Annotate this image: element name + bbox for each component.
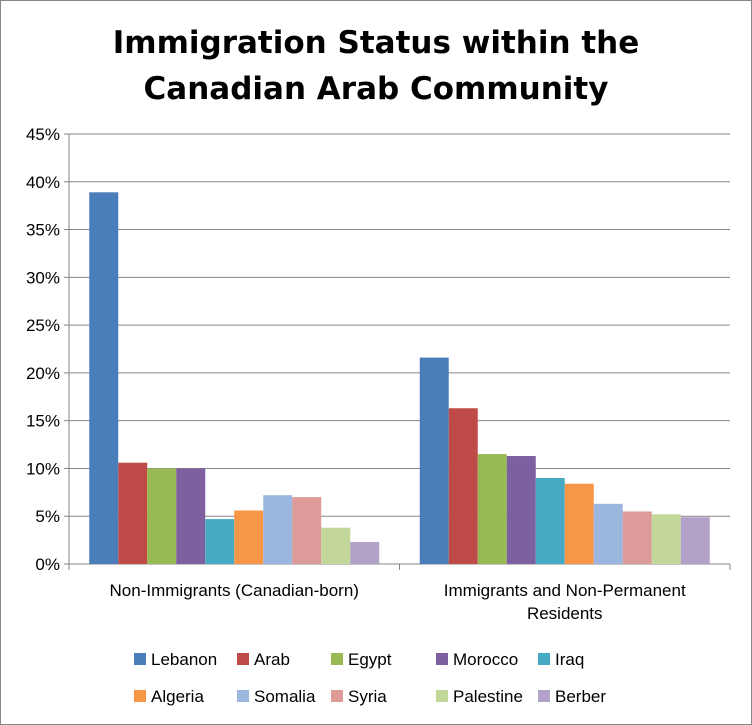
legend-swatch — [538, 690, 550, 702]
bar-lebanon-2 — [419, 357, 449, 564]
bar-algeria-2 — [564, 483, 594, 564]
bar-palestine-2 — [651, 514, 681, 564]
bar-palestine-1 — [321, 527, 351, 564]
legend-swatch — [436, 690, 448, 702]
legend-item-iraq: Iraq — [538, 650, 584, 669]
y-tick-label: 10% — [26, 459, 60, 478]
legend-swatch — [134, 653, 146, 665]
chart-title: Immigration Status within the Canadian A… — [113, 25, 640, 107]
legend-swatch — [331, 690, 343, 702]
bar-egypt-2 — [477, 454, 507, 564]
legend-swatch — [436, 653, 448, 665]
legend-label: Egypt — [348, 650, 392, 669]
y-tick-label: 15% — [26, 412, 60, 431]
y-tick-label: 35% — [26, 221, 60, 240]
legend-swatch — [134, 690, 146, 702]
y-axis-tick-labels: 0% 5% 10% 15% 20% 25% 30% 35% 40% 45% — [26, 125, 60, 574]
category-label: Immigrants and Non-Permanent — [444, 581, 686, 600]
y-tick-label: 25% — [26, 316, 60, 335]
bar-iraq-2 — [535, 478, 565, 564]
x-axis-category-labels: Non-Immigrants (Canadian-born) Immigrants… — [110, 581, 686, 623]
legend-label: Palestine — [453, 687, 523, 706]
bar-berber-1 — [350, 542, 380, 564]
legend-item-algeria: Algeria — [134, 687, 204, 706]
y-tick-label: 5% — [35, 507, 60, 526]
legend-label: Arab — [254, 650, 290, 669]
legend-swatch — [331, 653, 343, 665]
gridlines — [69, 133, 730, 517]
legend-label: Iraq — [555, 650, 584, 669]
category-label: Residents — [527, 604, 603, 623]
legend-label: Morocco — [453, 650, 518, 669]
bars — [89, 192, 710, 565]
legend-label: Berber — [555, 687, 606, 706]
bar-morocco-2 — [506, 456, 536, 564]
bar-somalia-1 — [263, 495, 293, 564]
legend-item-syria: Syria — [331, 687, 387, 706]
bar-morocco-1 — [176, 468, 206, 564]
legend-item-lebanon: Lebanon — [134, 650, 217, 669]
legend-label: Algeria — [151, 687, 204, 706]
legend-item-palestine: Palestine — [436, 687, 523, 706]
bar-syria-1 — [292, 497, 322, 564]
legend-item-egypt: Egypt — [331, 650, 392, 669]
legend-item-arab: Arab — [237, 650, 290, 669]
legend-item-morocco: Morocco — [436, 650, 518, 669]
legend-swatch — [237, 690, 249, 702]
y-tick-label: 45% — [26, 125, 60, 144]
category-label: Non-Immigrants (Canadian-born) — [110, 581, 359, 600]
y-tick-label: 40% — [26, 173, 60, 192]
y-tick-label: 30% — [26, 268, 60, 287]
legend-swatch — [237, 653, 249, 665]
legend: Lebanon Arab Egypt Morocco Iraq Algeria Somali… — [134, 650, 606, 706]
bar-lebanon-1 — [89, 192, 119, 565]
chart-title-line-1: Immigration Status within the — [113, 25, 640, 61]
bar-iraq-1 — [205, 519, 235, 564]
legend-label: Lebanon — [151, 650, 217, 669]
bar-somalia-2 — [593, 503, 623, 564]
legend-label: Somalia — [254, 687, 316, 706]
bar-syria-2 — [622, 511, 652, 564]
bar-egypt-1 — [147, 468, 177, 564]
y-tick-label: 20% — [26, 364, 60, 383]
bar-algeria-1 — [234, 510, 264, 564]
bar-arab-1 — [118, 462, 148, 564]
legend-item-somalia: Somalia — [237, 687, 316, 706]
y-tick-label: 0% — [35, 555, 60, 574]
bar-berber-2 — [680, 517, 710, 564]
legend-item-berber: Berber — [538, 687, 606, 706]
legend-label: Syria — [348, 687, 387, 706]
chart-title-line-2: Canadian Arab Community — [144, 71, 609, 107]
legend-swatch — [538, 653, 550, 665]
bar-arab-2 — [448, 408, 478, 564]
